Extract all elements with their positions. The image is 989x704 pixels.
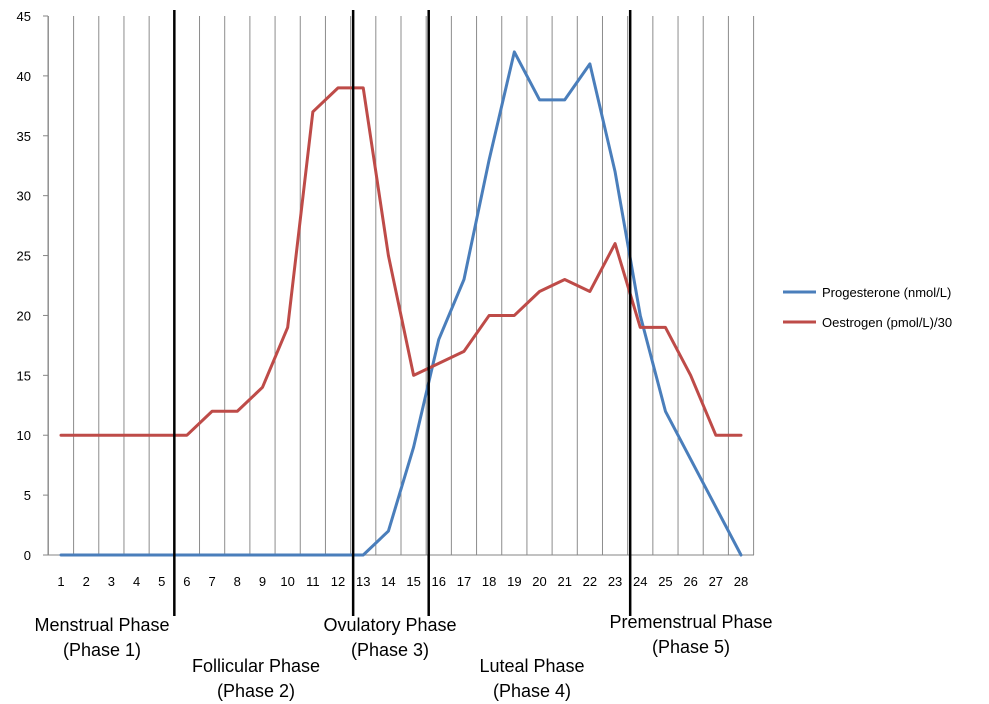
x-tick-label: 6 (183, 574, 190, 589)
x-tick-label: 28 (734, 574, 748, 589)
x-tick-label: 19 (507, 574, 521, 589)
phase-label-title: Premenstrual Phase (609, 612, 772, 632)
y-tick-label: 15 (17, 368, 31, 383)
x-tick-label: 7 (208, 574, 215, 589)
phase-label-number: (Phase 2) (217, 681, 295, 701)
y-tick-label: 45 (17, 9, 31, 24)
x-tick-label: 9 (259, 574, 266, 589)
phase-labels: Menstrual Phase (Phase 1) Follicular Phase… (34, 612, 772, 701)
y-tick-label: 10 (17, 428, 31, 443)
x-tick-label: 22 (583, 574, 597, 589)
y-tick-label: 20 (17, 308, 31, 323)
x-tick-label: 16 (432, 574, 446, 589)
phase-label-number: (Phase 4) (493, 681, 571, 701)
x-tick-label: 13 (356, 574, 370, 589)
x-tick-label: 15 (406, 574, 420, 589)
x-tick-label: 3 (108, 574, 115, 589)
phase-label-number: (Phase 3) (351, 640, 429, 660)
legend-label: Progesterone (nmol/L) (822, 285, 951, 300)
phase-marker-lines (173, 10, 632, 616)
legend: Progesterone (nmol/L) Oestrogen (pmol/L)/… (783, 285, 952, 330)
x-tick-label: 27 (709, 574, 723, 589)
x-tick-label: 20 (532, 574, 546, 589)
x-tick-label: 4 (133, 574, 140, 589)
x-tick-label: 2 (83, 574, 90, 589)
y-tick-label: 30 (17, 189, 31, 204)
x-tick-label: 12 (331, 574, 345, 589)
y-tick-label: 25 (17, 249, 31, 264)
x-tick-label: 11 (306, 574, 320, 589)
y-tick-label: 0 (24, 548, 31, 563)
y-tick-label: 35 (17, 129, 31, 144)
x-tick-label: 25 (658, 574, 672, 589)
phase-label-number: (Phase 1) (63, 640, 141, 660)
x-tick-label: 17 (457, 574, 471, 589)
x-tick-label: 23 (608, 574, 622, 589)
x-tick-label: 10 (280, 574, 294, 589)
x-axis-ticks: 1 2 3 4 5 6 7 8 9 10 11 12 13 14 15 16 17 18 19 20 21 22 23 24 2… (57, 574, 748, 589)
x-tick-label: 24 (633, 574, 647, 589)
x-tick-label: 8 (234, 574, 241, 589)
phase-label-title: Follicular Phase (192, 656, 320, 676)
phase-label-title: Ovulatory Phase (323, 615, 456, 635)
legend-label: Oestrogen (pmol/L)/30 (822, 315, 952, 330)
x-tick-label: 26 (683, 574, 697, 589)
x-tick-label: 14 (381, 574, 395, 589)
vertical-gridlines (47, 16, 755, 555)
y-axis-ticks: 0 5 10 15 20 25 30 35 40 45 (17, 9, 48, 563)
x-tick-label: 21 (557, 574, 571, 589)
phase-label-title: Menstrual Phase (34, 615, 169, 635)
x-tick-label: 18 (482, 574, 496, 589)
y-tick-label: 40 (17, 69, 31, 84)
phase-label-title: Luteal Phase (479, 656, 584, 676)
x-tick-label: 5 (158, 574, 165, 589)
phase-label-number: (Phase 5) (652, 637, 730, 657)
y-tick-label: 5 (24, 488, 31, 503)
x-tick-label: 1 (57, 574, 64, 589)
